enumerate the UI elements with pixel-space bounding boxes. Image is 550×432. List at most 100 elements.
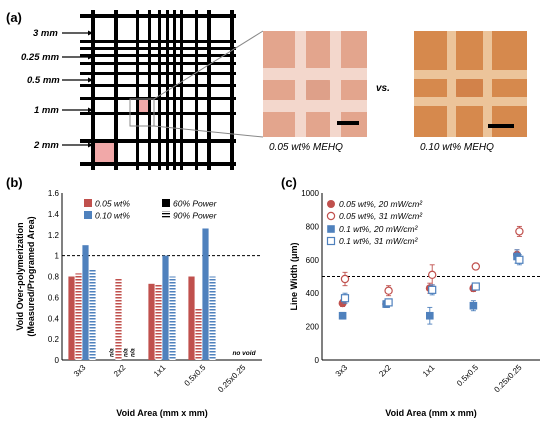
panel-b-label: (b)	[6, 175, 23, 190]
x-tick-label: 3x3	[334, 363, 350, 379]
vs-text: vs.	[376, 83, 390, 94]
photo-left-filament	[330, 31, 341, 137]
x-tick-label: 0.5x0.5	[455, 363, 480, 388]
grid-line	[173, 10, 176, 170]
x-axis-label: Void Area (mm x mm)	[116, 408, 208, 418]
panel-a-label: (a)	[6, 10, 22, 25]
no-void-annotation: no void	[232, 350, 256, 357]
x-axis-label: Void Area (mm x mm)	[385, 408, 477, 418]
y-tick-label: 0.6	[48, 293, 60, 302]
grid-line	[80, 47, 236, 50]
photo-left-filament	[295, 31, 306, 137]
photo-left-caption: 0.05 wt% MEHQ	[269, 142, 343, 153]
y-tick-label: 0.2	[48, 335, 60, 344]
y-axis-label: (Measured/Programed Area)	[26, 216, 36, 336]
grid-line	[195, 10, 198, 170]
scale-bar	[488, 124, 514, 128]
grid-line	[80, 54, 236, 57]
grid-line	[80, 139, 236, 143]
x-tick-label: 0.25x0.25	[492, 363, 524, 395]
grid-line	[91, 10, 95, 170]
grid-line	[80, 72, 236, 75]
photo-right-caption: 0.10 wt% MEHQ	[420, 142, 494, 153]
panel-b: (b) 0 0.2 0.4 0.6 0.8 1 1.2 1.4 1.6 3x3 2x2 1x1 0.5x…	[6, 175, 262, 418]
y-tick-label: 200	[306, 323, 320, 332]
highlight-void-1mm	[139, 100, 148, 112]
legend-label: 0.1 wt%, 31 mW/cm²	[339, 236, 419, 246]
x-tick-label: 0.25x0.25	[216, 363, 248, 395]
y-tick-label: 1000	[301, 189, 319, 198]
photo-right-void	[456, 79, 483, 97]
legend-label: 90% Power	[173, 211, 218, 221]
photo-right: 0.10 wt% MEHQ	[414, 31, 527, 153]
y-tick-label: 800	[306, 222, 320, 231]
photo-right-filament	[483, 31, 492, 137]
x-tick-label: 2x2	[377, 363, 393, 379]
zoom-line	[153, 30, 264, 100]
grid-line	[80, 162, 236, 166]
legend-label: 0.05 wt%	[95, 199, 130, 209]
bar	[162, 255, 169, 360]
y-tick-label: 600	[306, 256, 320, 265]
x-tick-label: 1x1	[152, 363, 168, 379]
zoom-line	[153, 125, 264, 138]
grid-label-05mm: 0.5 mm	[27, 75, 60, 86]
photo-left: 0.05 wt% MEHQ	[263, 31, 367, 153]
y-tick-label: 1	[55, 252, 60, 261]
data-point	[384, 286, 393, 295]
legend-swatch	[84, 211, 92, 219]
grid-line	[80, 112, 236, 115]
photo-right-filament	[447, 31, 456, 137]
legend-marker	[327, 225, 335, 233]
na-annotation: n/a	[124, 348, 130, 357]
legend-swatch	[162, 211, 170, 219]
grid-line	[148, 10, 151, 170]
data-point	[515, 255, 524, 264]
photo-right-filament	[414, 70, 527, 79]
data-point	[469, 301, 478, 310]
bar	[75, 273, 82, 360]
x-tick-label: 3x3	[72, 363, 88, 379]
x-tick-label: 0.5x0.5	[182, 363, 207, 388]
panel-c: (c) 0 200 400 600 800 1000 3x3 2x2 1x1 0.5x0.5 0.2…	[281, 175, 540, 418]
zoom-box	[129, 98, 155, 127]
bar	[209, 276, 216, 360]
data-point	[384, 298, 393, 307]
grid-label-2mm: 2 mm	[33, 140, 59, 151]
data-point	[515, 227, 524, 236]
chart-b: 0 0.2 0.4 0.6 0.8 1 1.2 1.4 1.6 3x3 2x2 1x1 0.5x0.5 0…	[15, 189, 262, 418]
grid-line	[80, 97, 236, 100]
y-tick-label: 400	[306, 289, 320, 298]
scale-bar	[337, 121, 359, 125]
photo-left-filament	[263, 100, 367, 112]
bar	[68, 276, 75, 360]
grid-label-1mm: 1 mm	[34, 105, 59, 116]
y-tick-label: 1.6	[48, 189, 60, 198]
grid-line	[80, 62, 236, 65]
legend-marker	[326, 236, 336, 246]
data-point	[428, 285, 437, 294]
bar	[89, 269, 96, 360]
bar	[169, 276, 176, 360]
data-point	[340, 274, 350, 284]
bar	[155, 284, 162, 360]
grid-line	[180, 10, 183, 170]
x-tick-label: 2x2	[112, 363, 128, 379]
na-annotation: n/a	[131, 348, 137, 357]
grid-label-3mm: 3 mm	[33, 28, 58, 39]
y-axis-label: Void Over-polymerization	[15, 222, 25, 330]
bar	[202, 228, 209, 360]
data-point	[340, 294, 350, 303]
grid-line	[80, 14, 236, 18]
bar	[148, 283, 155, 360]
legend-marker	[327, 200, 335, 208]
data-point	[471, 282, 480, 291]
highlight-void-2mm	[95, 143, 114, 162]
legend-swatch	[162, 199, 170, 207]
bar	[115, 278, 122, 360]
data-point	[426, 311, 434, 320]
grid-line	[114, 10, 118, 170]
bar	[188, 276, 195, 360]
grid-labels: 3 mm 0.25 mm 0.5 mm 1 mm 2 mm	[21, 28, 93, 151]
legend-label: 60% Power	[173, 199, 218, 209]
